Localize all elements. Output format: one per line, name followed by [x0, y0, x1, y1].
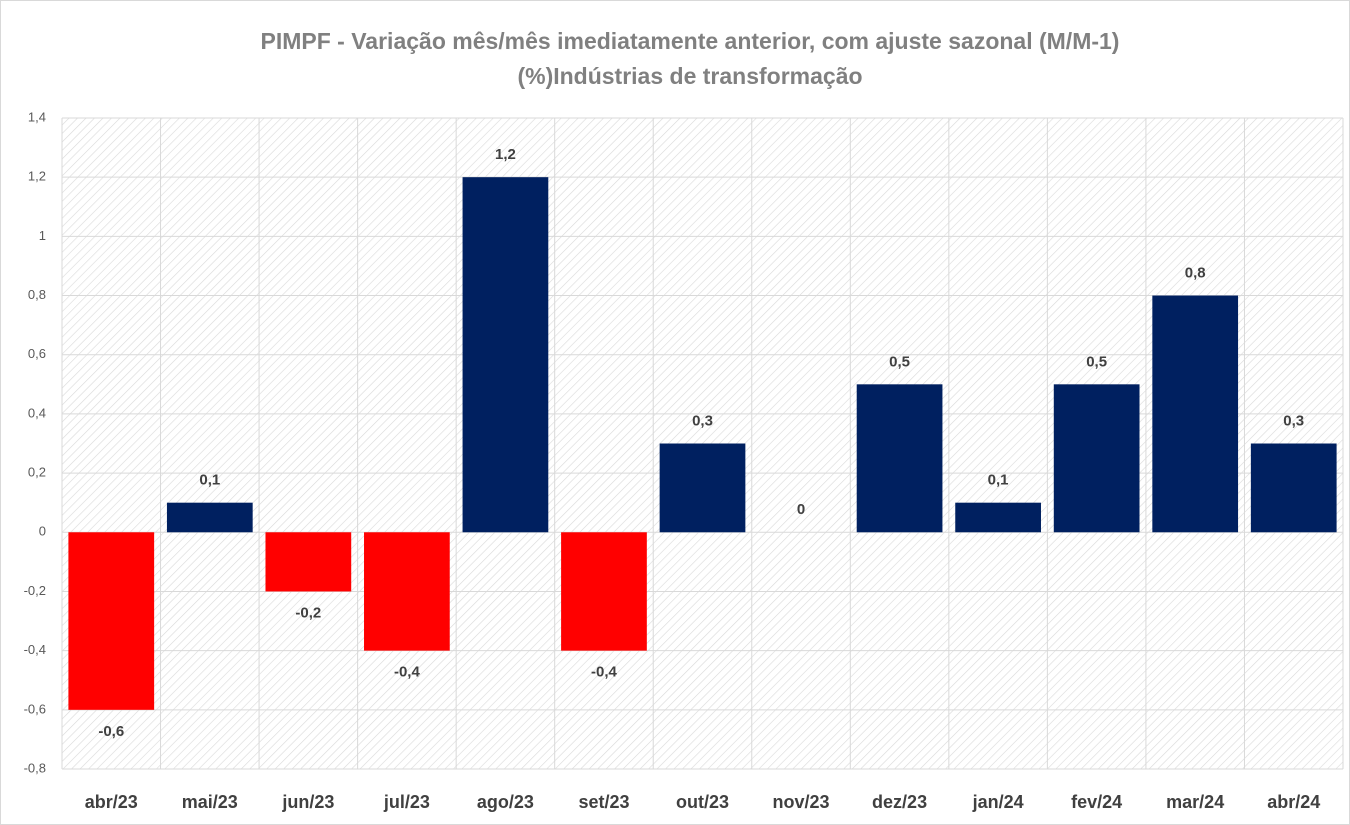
chart-title: PIMPF - Variação mês/mês imediatamente a… — [261, 28, 1120, 54]
bar — [955, 502, 1041, 533]
data-label: 0,1 — [199, 472, 220, 489]
data-label: 0,3 — [1283, 412, 1304, 429]
x-tick-label: set/23 — [578, 792, 629, 812]
x-tick-label: abr/24 — [1267, 792, 1320, 812]
bar — [364, 532, 450, 651]
bar — [68, 532, 155, 710]
x-tick-label: out/23 — [676, 792, 729, 812]
bar — [1152, 295, 1239, 533]
x-tick-label: jul/23 — [383, 792, 430, 812]
bar — [561, 532, 647, 651]
data-label: 1,2 — [495, 146, 516, 163]
bar — [1053, 384, 1140, 533]
data-label: -0,4 — [591, 664, 618, 681]
bar — [659, 443, 746, 533]
y-tick-label: 1 — [39, 228, 46, 243]
data-label: 0,5 — [889, 353, 910, 370]
y-tick-label: 0,6 — [28, 346, 46, 361]
bar — [1250, 443, 1337, 533]
x-tick-label: nov/23 — [773, 792, 830, 812]
bar — [462, 177, 549, 533]
bar — [265, 532, 352, 592]
y-tick-label: -0,6 — [24, 701, 46, 716]
x-tick-label: jan/24 — [972, 792, 1024, 812]
data-label: -0,2 — [295, 604, 321, 621]
y-tick-label: 0,4 — [28, 405, 46, 420]
y-tick-label: -0,8 — [24, 760, 46, 775]
data-label: 0,5 — [1086, 353, 1107, 370]
x-tick-label: fev/24 — [1071, 792, 1122, 812]
bar — [856, 384, 943, 533]
x-tick-label: abr/23 — [85, 792, 138, 812]
y-tick-label: 0 — [39, 524, 46, 539]
bar — [166, 502, 253, 533]
data-label: 0,3 — [692, 412, 713, 429]
y-tick-label: 0,2 — [28, 465, 46, 480]
x-tick-label: mar/24 — [1166, 792, 1224, 812]
x-tick-label: mai/23 — [182, 792, 238, 812]
x-tick-label: jun/23 — [281, 792, 334, 812]
y-tick-label: -0,2 — [24, 583, 46, 598]
y-tick-label: 1,4 — [28, 109, 46, 124]
data-label: 0 — [797, 501, 805, 518]
y-tick-label: 0,8 — [28, 287, 46, 302]
data-label: 0,1 — [988, 472, 1009, 489]
chart-title: (%)Indústrias de transformação — [517, 63, 862, 89]
data-label: -0,6 — [98, 723, 124, 740]
x-tick-label: ago/23 — [477, 792, 534, 812]
data-label: -0,4 — [394, 664, 421, 681]
data-label: 0,8 — [1185, 265, 1206, 282]
y-tick-label: 1,2 — [28, 169, 46, 184]
y-tick-label: -0,4 — [24, 642, 46, 657]
x-tick-label: dez/23 — [872, 792, 927, 812]
